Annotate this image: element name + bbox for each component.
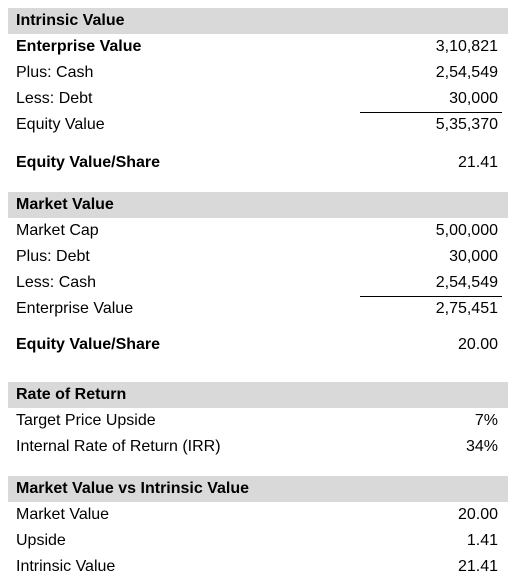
row-label: Market Value [16,506,110,523]
row-label: Equity Value [16,116,105,133]
table-row: Upside 1.41 [8,528,508,554]
table-row: Plus: Debt 30,000 [8,244,508,270]
sum-divider [360,296,502,297]
row-value: 2,54,549 [435,64,498,81]
section-title: Intrinsic Value [16,12,125,29]
table-row: Target Price Upside 7% [8,408,508,434]
table-row: Equity Value 5,35,370 [8,112,508,138]
market-value-header: Market Value [8,192,508,218]
row-value: 30,000 [449,90,498,107]
row-label: Plus: Cash [16,64,94,81]
row-value: 34% [465,438,498,455]
section-title: Market Value vs Intrinsic Value [16,480,249,497]
row-label: Market Cap [16,222,99,239]
row-value: 30,000 [449,248,498,265]
row-label: Equity Value/Share [16,336,161,353]
row-value: 21.41 [457,154,498,171]
row-value: 20.00 [457,506,498,523]
row-value: 2,75,451 [435,300,498,317]
table-row: Enterprise Value 2,75,451 [8,296,508,322]
sum-divider [360,112,502,113]
comparison-header: Market Value vs Intrinsic Value [8,476,508,502]
row-label: Plus: Debt [16,248,90,265]
row-label: Intrinsic Value [16,558,116,575]
table-row: Intrinsic Value 21.41 [8,554,508,580]
row-label: Upside [16,532,66,549]
row-value: 3,10,821 [435,38,498,55]
row-value: 2,54,549 [435,274,498,291]
row-value: 5,00,000 [435,222,498,239]
row-value: 1.41 [466,532,498,549]
equity-value-per-share-row: Equity Value/Share 20.00 [8,332,508,358]
table-row: Market Cap 5,00,000 [8,218,508,244]
row-label: Equity Value/Share [16,154,161,171]
section-title: Market Value [16,196,114,213]
row-value: 21.41 [457,558,498,575]
equity-value-per-share-row: Equity Value/Share 21.41 [8,150,508,176]
section-title: Rate of Return [16,386,127,403]
table-row: Internal Rate of Return (IRR) 34% [8,434,508,460]
intrinsic-value-header: Intrinsic Value [8,8,508,34]
row-value: 7% [474,412,498,429]
table-row: Less: Cash 2,54,549 [8,270,508,296]
row-label: Enterprise Value [16,300,134,317]
table-row: Plus: Cash 2,54,549 [8,60,508,86]
row-label: Enterprise Value [16,38,142,55]
table-row: Enterprise Value 3,10,821 [8,34,508,60]
rate-of-return-header: Rate of Return [8,382,508,408]
row-label: Less: Cash [16,274,97,291]
row-label: Internal Rate of Return (IRR) [16,438,221,455]
row-label: Target Price Upside [16,412,156,429]
row-value: 5,35,370 [435,116,498,133]
table-row: Less: Debt 30,000 [8,86,508,112]
row-value: 20.00 [457,336,498,353]
table-row: Market Value 20.00 [8,502,508,528]
row-label: Less: Debt [16,90,93,107]
